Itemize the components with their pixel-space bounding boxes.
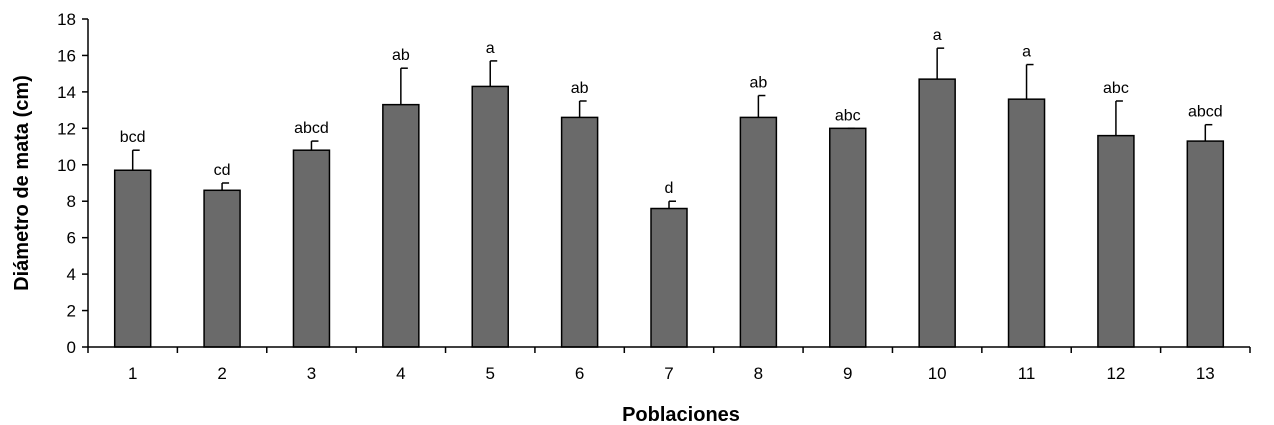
x-tick-label: 12 bbox=[1106, 364, 1125, 383]
x-tick-label: 1 bbox=[128, 364, 137, 383]
y-tick-label: 4 bbox=[67, 265, 76, 284]
significance-label: ab bbox=[749, 75, 767, 92]
bar bbox=[292, 149, 331, 348]
x-tick-label: 13 bbox=[1196, 364, 1215, 383]
bar bbox=[739, 116, 778, 348]
significance-label: cd bbox=[214, 162, 231, 179]
bar bbox=[650, 207, 688, 348]
bar bbox=[829, 127, 867, 348]
significance-label: abcd bbox=[1188, 104, 1223, 121]
y-tick-label: 6 bbox=[67, 229, 76, 248]
bars-group bbox=[113, 78, 1225, 348]
significance-labels-group: bcd cd abcd ab a ab d ab abc a a abc abcd bbox=[120, 27, 1223, 197]
y-tick-label: 18 bbox=[57, 10, 76, 29]
significance-label: a bbox=[933, 27, 942, 44]
significance-label: a bbox=[486, 40, 495, 57]
bar bbox=[471, 85, 509, 348]
x-tick-label: 5 bbox=[485, 364, 494, 383]
bar bbox=[560, 116, 599, 348]
bar bbox=[1007, 98, 1046, 348]
y-axis-ticks: 0 2 4 6 8 10 12 14 16 18 bbox=[57, 10, 88, 357]
x-axis-ticks: 1 2 3 4 5 6 7 8 9 10 11 12 13 bbox=[87, 347, 1251, 383]
x-axis-title: Poblaciones bbox=[622, 404, 740, 425]
y-tick-label: 0 bbox=[67, 338, 76, 357]
y-axis-title: Diámetro de mata (cm) bbox=[11, 75, 33, 291]
bar bbox=[1186, 140, 1225, 348]
x-tick-label: 8 bbox=[754, 364, 763, 383]
bar bbox=[113, 169, 152, 348]
significance-label: d bbox=[665, 180, 674, 197]
significance-label: abc bbox=[1103, 80, 1129, 97]
bar bbox=[1097, 134, 1135, 348]
significance-label: a bbox=[1022, 44, 1031, 61]
significance-label: abc bbox=[835, 107, 861, 124]
bar bbox=[203, 189, 241, 348]
error-bars-group bbox=[131, 47, 1213, 209]
x-tick-label: 3 bbox=[307, 364, 316, 383]
x-tick-label: 7 bbox=[664, 364, 673, 383]
y-tick-label: 8 bbox=[67, 192, 76, 211]
bar bbox=[918, 78, 956, 348]
y-tick-label: 12 bbox=[57, 119, 76, 138]
x-tick-label: 9 bbox=[843, 364, 852, 383]
x-tick-label: 11 bbox=[1018, 364, 1036, 383]
significance-label: ab bbox=[571, 80, 589, 97]
x-tick-label: 4 bbox=[396, 364, 405, 383]
y-tick-label: 2 bbox=[67, 302, 76, 321]
significance-label: bcd bbox=[120, 129, 146, 146]
significance-label: abcd bbox=[294, 120, 329, 137]
x-tick-label: 2 bbox=[217, 364, 226, 383]
bar bbox=[382, 103, 420, 348]
x-tick-label: 6 bbox=[575, 364, 584, 383]
y-tick-label: 14 bbox=[57, 83, 76, 102]
y-tick-label: 10 bbox=[57, 156, 76, 175]
significance-label: ab bbox=[392, 47, 410, 64]
x-tick-label: 10 bbox=[928, 364, 947, 383]
y-tick-label: 16 bbox=[57, 46, 76, 65]
